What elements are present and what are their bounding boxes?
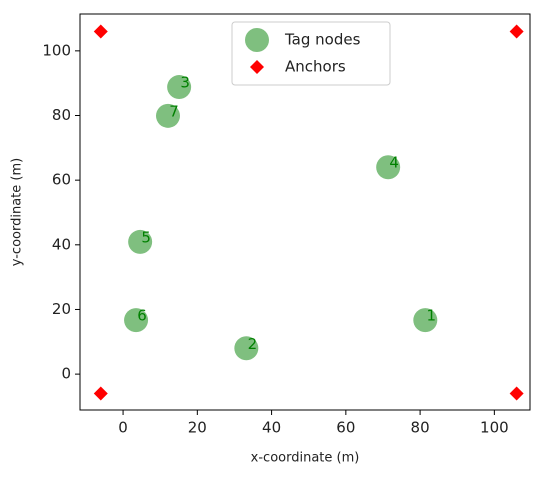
data-point (124, 308, 149, 333)
legend-label: Tag nodes (284, 31, 361, 49)
x-axis-label: x-coordinate (m) (251, 451, 360, 466)
data-point (509, 24, 524, 39)
data-point (234, 336, 259, 361)
data-point (167, 75, 192, 100)
point-label: 5 (141, 228, 151, 246)
point-label: 7 (169, 102, 179, 120)
x-tick-label: 80 (411, 419, 430, 437)
y-tick-label: 100 (42, 41, 71, 59)
point-label: 6 (137, 307, 147, 325)
legend-box (231, 21, 391, 86)
y-tick-label: 60 (52, 171, 71, 189)
point-label: 4 (389, 154, 399, 172)
data-point (376, 155, 401, 180)
data-point (93, 386, 108, 401)
legend-marker (250, 60, 264, 74)
legend-marker (245, 28, 269, 52)
legend-label: Anchors (285, 58, 346, 76)
point-label: 2 (248, 335, 258, 353)
data-point (155, 103, 180, 128)
y-tick-label: 0 (61, 365, 71, 383)
x-tick-label: 20 (188, 419, 207, 437)
data-point (413, 308, 438, 333)
y-tick-label: 40 (52, 235, 71, 253)
x-tick-label: 100 (480, 419, 509, 437)
point-label: 3 (180, 74, 190, 92)
x-tick-label: 60 (336, 419, 355, 437)
x-tick-label: 0 (118, 419, 128, 437)
plot-frame (79, 13, 531, 411)
y-tick-label: 20 (52, 300, 71, 318)
data-point (509, 386, 524, 401)
data-point (93, 24, 108, 39)
y-axis-label: y-coordinate (m) (10, 158, 25, 266)
y-tick-label: 80 (52, 106, 71, 124)
point-label: 1 (427, 307, 437, 325)
data-point (128, 229, 153, 254)
x-tick-label: 40 (262, 419, 281, 437)
